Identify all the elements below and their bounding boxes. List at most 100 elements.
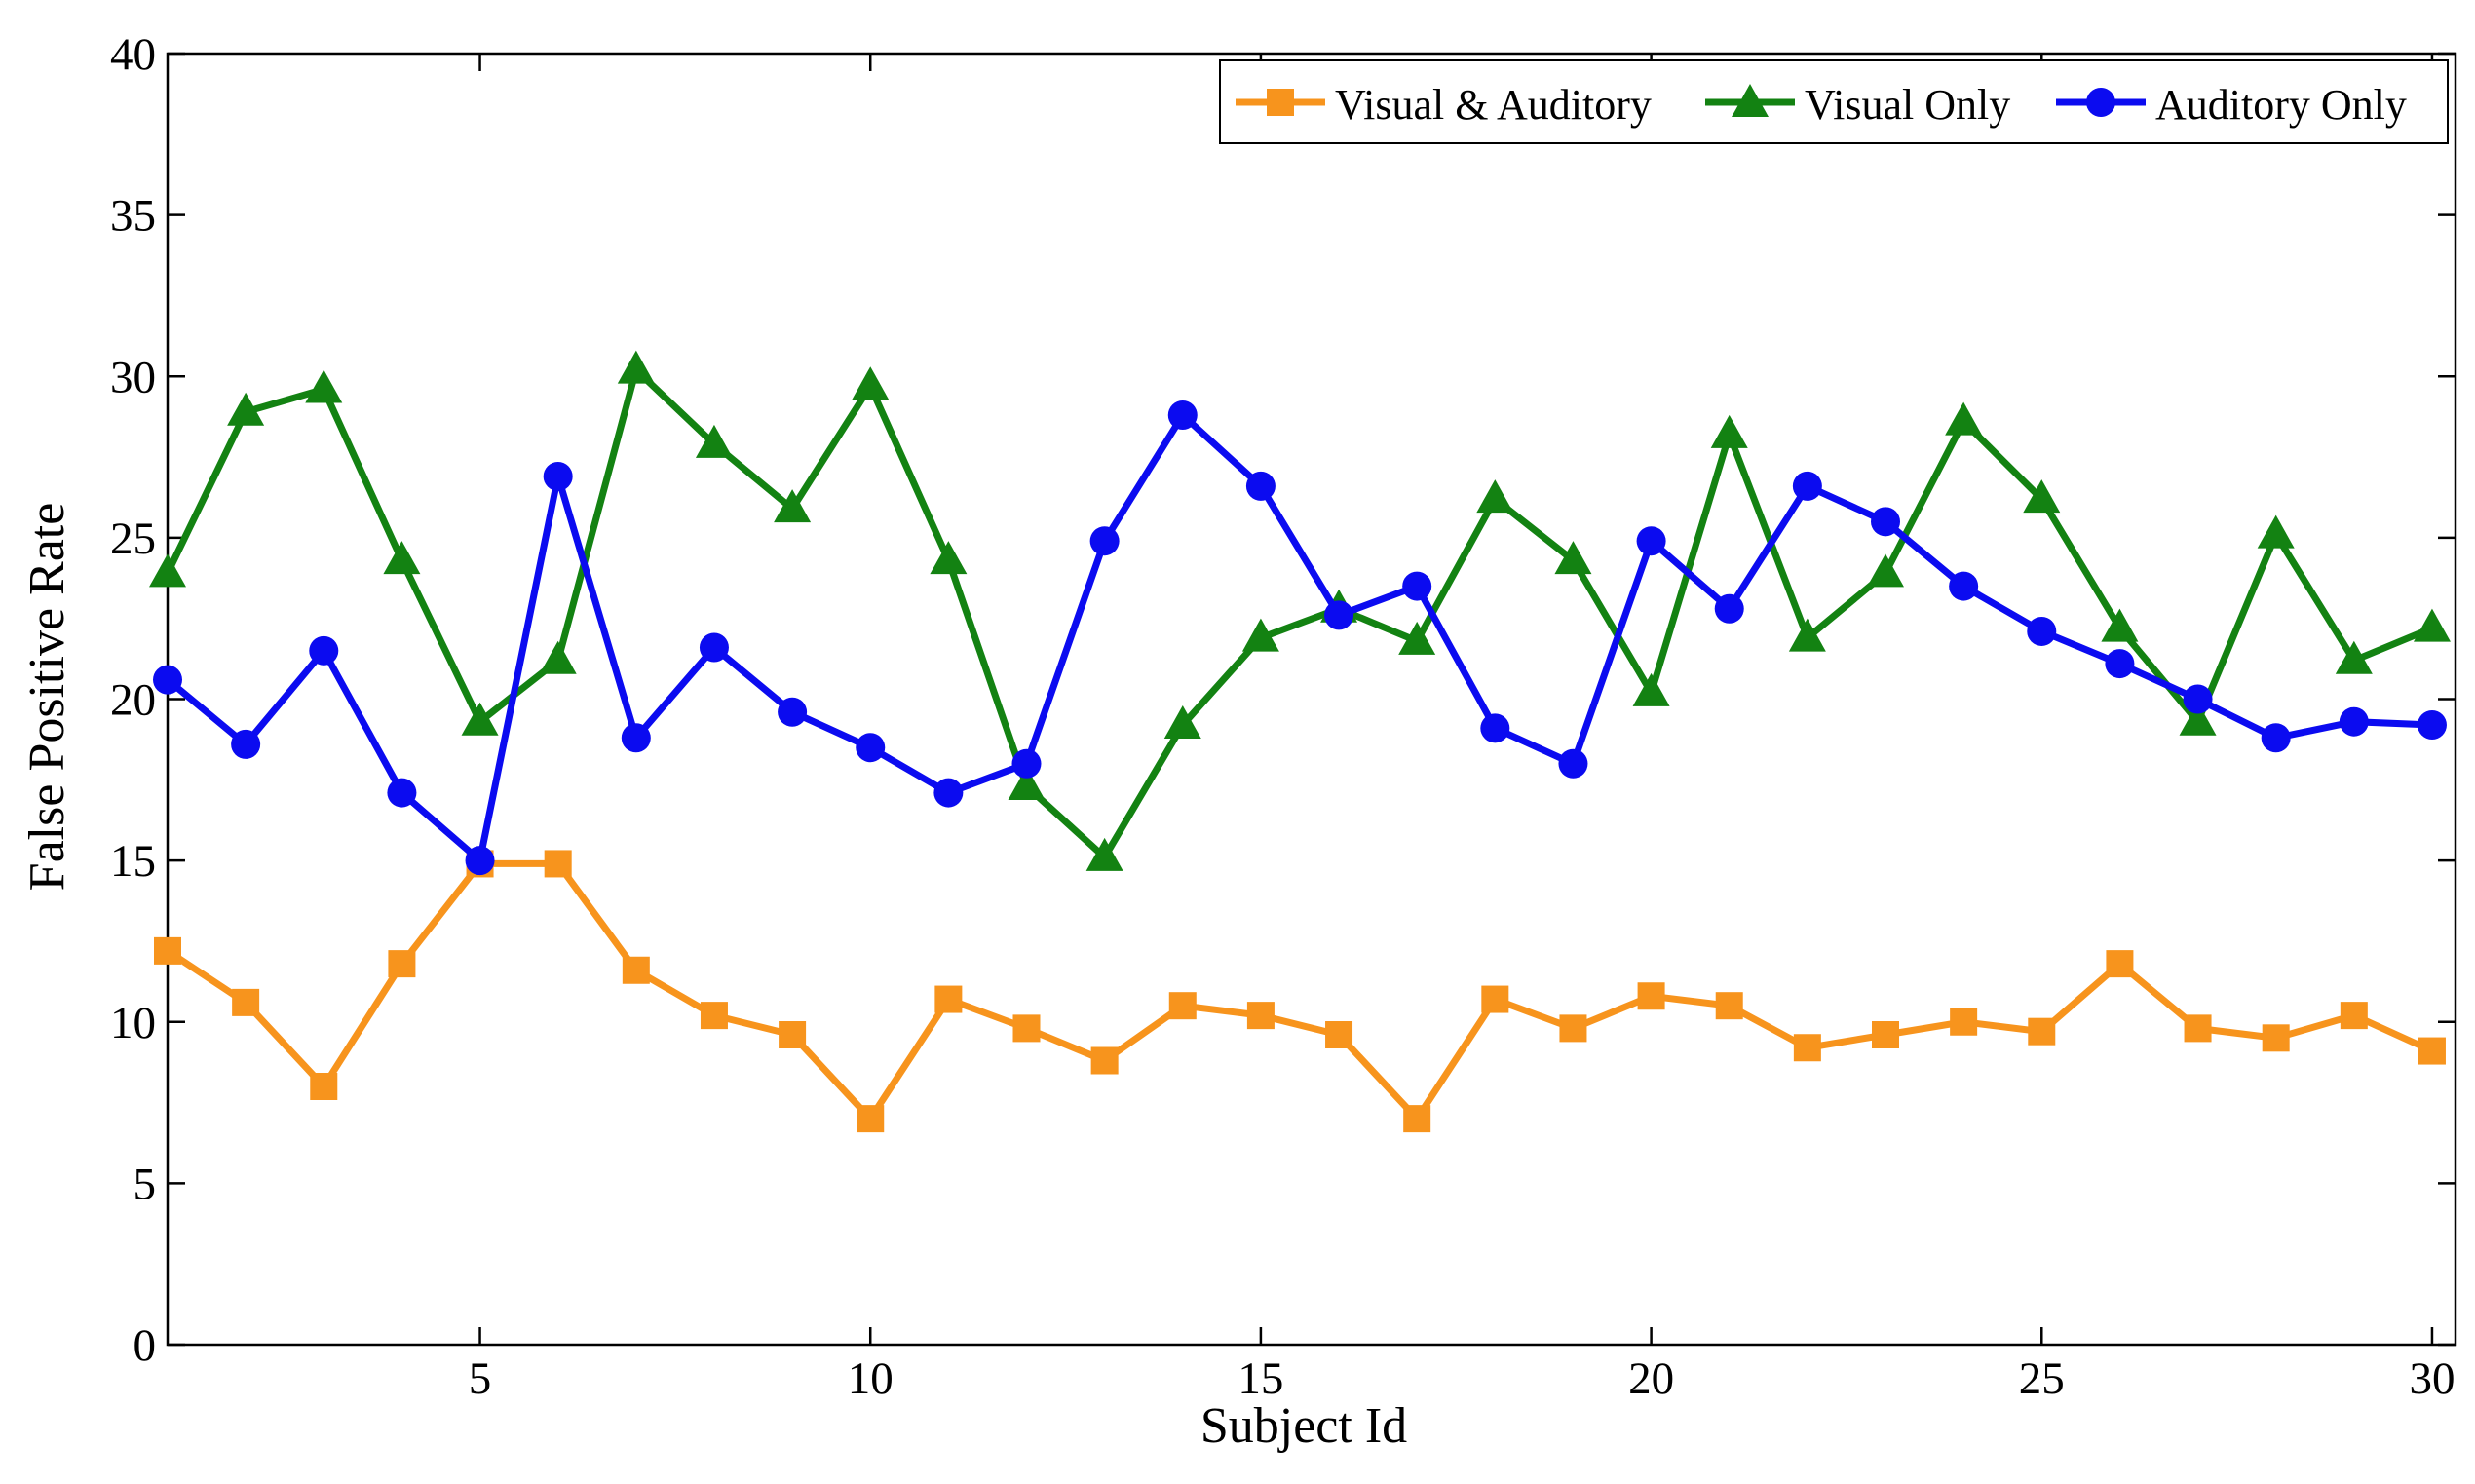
y-tick-label: 15 (110, 836, 156, 887)
data-point (2106, 950, 2134, 978)
data-point (2413, 608, 2451, 642)
series-visual-auditory (154, 850, 2446, 1133)
data-point (1715, 992, 1743, 1020)
data-point (2028, 1017, 2056, 1046)
legend-entry-visual-only: Visual Only (1705, 81, 2010, 129)
data-point (309, 635, 339, 666)
data-point (1085, 837, 1123, 871)
data-point (2340, 1002, 2368, 1030)
data-point (305, 369, 343, 403)
data-point (617, 350, 655, 384)
data-point (2184, 1014, 2212, 1043)
data-point (1632, 672, 1670, 706)
data-point (383, 541, 421, 575)
data-point (2027, 616, 2057, 646)
data-point (1012, 1014, 1041, 1043)
data-point (154, 936, 181, 965)
data-point (1246, 1002, 1275, 1030)
data-point (1710, 414, 1748, 448)
y-tick-label: 10 (110, 998, 156, 1048)
data-point (232, 988, 260, 1016)
y-tick-label: 25 (110, 514, 156, 564)
legend-label-visual-auditory: Visual & Auditory (1335, 81, 1652, 129)
data-point (778, 697, 808, 727)
data-point (1945, 401, 1983, 436)
data-point (621, 723, 651, 753)
data-point (539, 640, 577, 674)
data-point (856, 733, 886, 763)
y-tick-label: 40 (110, 29, 156, 80)
data-point (852, 366, 890, 400)
data-point (388, 950, 416, 978)
data-point (2105, 649, 2135, 679)
data-point (2262, 1024, 2290, 1052)
data-point (2417, 710, 2447, 740)
data-point (2261, 723, 2291, 753)
data-point (387, 778, 417, 808)
data-point (465, 846, 495, 876)
data-point (1167, 400, 1198, 430)
data-point (2418, 1037, 2446, 1065)
x-tick-label: 25 (2019, 1353, 2065, 1404)
data-point (699, 632, 729, 663)
legend-marker-circle (2086, 88, 2115, 117)
x-tick-label: 30 (2409, 1353, 2455, 1404)
data-series (149, 350, 2451, 1133)
data-point (700, 1002, 728, 1030)
legend-marker-triangle (1732, 84, 1769, 117)
legend-box (1219, 59, 2449, 144)
data-point (695, 424, 733, 458)
data-point (2183, 684, 2213, 714)
data-point (1637, 982, 1665, 1010)
data-point (1481, 985, 1509, 1013)
series-auditory-only (153, 400, 2447, 876)
data-point (461, 702, 499, 736)
data-point (1011, 748, 1042, 779)
y-tick-label: 0 (133, 1320, 157, 1371)
legend-label-auditory-only: Auditory Only (2155, 81, 2407, 129)
data-point (1949, 571, 1979, 601)
legend-entry-visual-auditory: Visual & Auditory (1236, 81, 1652, 129)
x-tick-label: 20 (1628, 1353, 1674, 1404)
data-point (1480, 713, 1510, 743)
data-point (1324, 600, 1354, 630)
data-point (310, 1073, 338, 1100)
data-point (2257, 514, 2295, 549)
data-point (231, 729, 261, 759)
data-point (930, 541, 968, 575)
data-point (1871, 507, 1901, 537)
data-point (774, 489, 812, 523)
y-tick-label: 20 (110, 675, 156, 726)
data-point (1559, 1014, 1587, 1043)
x-tick-label: 15 (1238, 1353, 1283, 1404)
y-axis-title: False Positive Rate (19, 503, 75, 892)
data-point (622, 956, 650, 984)
data-point (1792, 471, 1822, 501)
x-tick-label: 10 (848, 1353, 894, 1404)
data-point (1403, 1105, 1431, 1133)
data-point (2335, 640, 2373, 674)
data-point (1163, 705, 1201, 739)
data-point (1089, 526, 1120, 556)
y-tick-label: 30 (110, 352, 156, 402)
data-point (857, 1105, 885, 1133)
data-point (1554, 541, 1592, 575)
data-point (2023, 479, 2061, 514)
data-point (1636, 526, 1666, 556)
series-visual-only (149, 350, 2451, 871)
data-point (1867, 553, 1905, 588)
data-point (1950, 1008, 1978, 1036)
data-point (2101, 608, 2139, 642)
data-point (1168, 992, 1197, 1020)
legend-label-visual-only: Visual Only (1805, 81, 2010, 129)
y-tick-label: 5 (133, 1159, 157, 1209)
data-point (1402, 571, 1432, 601)
data-point (1325, 1021, 1353, 1048)
data-point (1788, 618, 1826, 652)
data-point (934, 985, 963, 1013)
data-point (149, 553, 186, 588)
x-tick-label: 5 (469, 1353, 492, 1404)
data-point (1558, 748, 1588, 779)
data-point (1476, 479, 1514, 514)
data-point (2179, 702, 2217, 736)
